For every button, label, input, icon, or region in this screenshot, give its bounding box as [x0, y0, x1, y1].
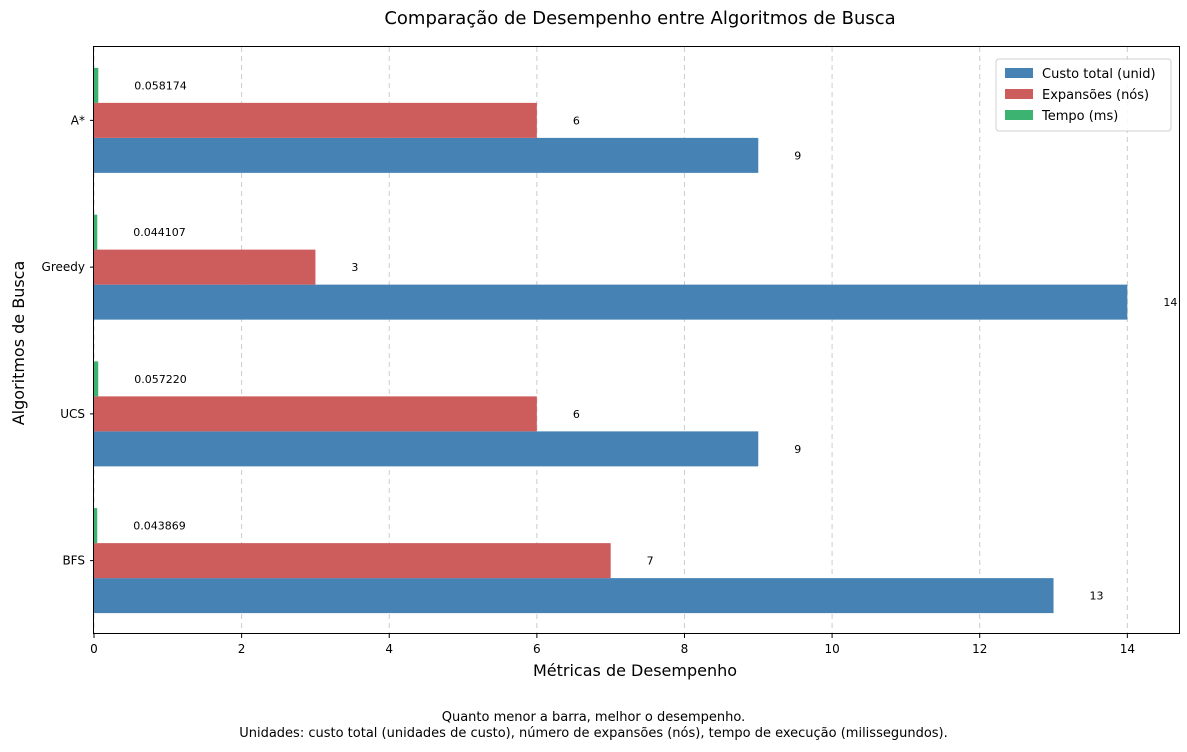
x-tick-label: 6 — [533, 642, 541, 656]
plot-frame — [93, 46, 1180, 634]
chart-title: Comparação de Desempenho entre Algoritmo… — [384, 8, 895, 29]
bar — [94, 578, 1054, 614]
x-tick-label: 4 — [385, 642, 393, 656]
bar-value-label: 0.043869 — [133, 520, 186, 533]
y-tick-label: UCS — [60, 407, 85, 421]
y-tick-label: A* — [71, 113, 85, 127]
bar — [94, 249, 316, 285]
y-tick-label: BFS — [62, 554, 85, 568]
value-labels: 13 9 14 9 7 6 3 6 0.043869 0.057220 0.044107 0.0581… — [133, 79, 1177, 602]
legend-box — [995, 58, 1172, 132]
x-tick-label: 12 — [972, 642, 987, 656]
legend-swatch — [1005, 89, 1033, 99]
bar — [94, 284, 1128, 320]
footer-note-line-2: Unidades: custo total (unidades de custo… — [239, 726, 948, 741]
bar — [94, 361, 99, 397]
bar — [94, 214, 98, 250]
bar-value-label: 13 — [1090, 590, 1104, 603]
footer-note-line-1: Quanto menor a barra, melhor o desempenh… — [441, 710, 746, 725]
bar — [94, 67, 99, 103]
bar-value-label: 0.044107 — [133, 226, 186, 239]
bar — [94, 102, 537, 138]
legend-swatch — [1005, 68, 1033, 78]
x-axis-label: Métricas de Desempenho — [533, 661, 737, 680]
bar-value-label: 9 — [794, 149, 801, 162]
bar-value-label: 14 — [1163, 296, 1177, 309]
x-tick-label: 14 — [1120, 642, 1135, 656]
x-axis-ticks: 0 2 4 6 8 10 12 14 — [90, 634, 1135, 656]
bar-value-label: 3 — [351, 261, 358, 274]
bar-value-label: 6 — [573, 114, 580, 127]
x-tick-label: 0 — [90, 642, 98, 656]
y-axis-ticks: BFS UCS Greedy A* — [42, 113, 94, 568]
x-tick-label: 2 — [238, 642, 246, 656]
bar-value-label: 0.058174 — [134, 79, 187, 92]
y-tick-label: Greedy — [42, 260, 85, 274]
legend-swatch — [1005, 110, 1033, 120]
bar — [94, 508, 98, 544]
x-tick-label: 8 — [681, 642, 689, 656]
bar-value-label: 6 — [573, 408, 580, 421]
x-tick-label: 10 — [824, 642, 839, 656]
bar — [94, 431, 759, 467]
bar — [94, 396, 537, 432]
legend-entry-label: Expansões (nós) — [1042, 88, 1149, 103]
legend: Custo total (unid) Expansões (nós) Tempo (… — [995, 58, 1172, 132]
bar-value-label: 0.057220 — [134, 373, 187, 386]
legend-entry-label: Tempo (ms) — [1041, 109, 1118, 124]
bar — [94, 543, 611, 579]
bar-value-label: 7 — [647, 555, 654, 568]
bar-value-label: 9 — [794, 443, 801, 456]
bar — [94, 137, 759, 173]
bars — [94, 67, 1128, 614]
legend-entry-label: Custo total (unid) — [1042, 67, 1156, 82]
y-axis-label: Algoritmos de Busca — [9, 261, 28, 426]
